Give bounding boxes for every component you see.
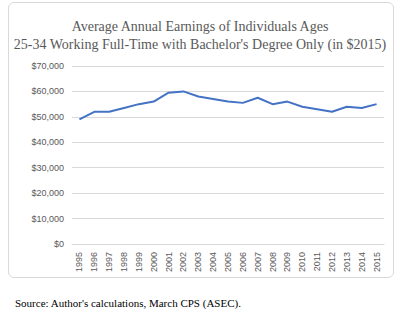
svg-text:2009: 2009 xyxy=(282,252,292,272)
svg-text:$20,000: $20,000 xyxy=(31,188,64,198)
svg-text:2015: 2015 xyxy=(372,252,382,272)
svg-text:2005: 2005 xyxy=(223,252,233,272)
svg-text:1995: 1995 xyxy=(74,252,84,272)
svg-text:2011: 2011 xyxy=(312,252,322,271)
svg-text:Source: Author's calculations,: Source: Author's calculations, March CPS… xyxy=(15,297,241,310)
svg-text:2013: 2013 xyxy=(342,252,352,272)
svg-text:1999: 1999 xyxy=(134,252,144,272)
svg-text:2001: 2001 xyxy=(164,252,174,272)
svg-text:2014: 2014 xyxy=(357,252,367,272)
svg-text:2006: 2006 xyxy=(238,252,248,272)
svg-text:1997: 1997 xyxy=(104,252,114,272)
svg-text:Average Annual Earnings of Ind: Average Annual Earnings of Individuals A… xyxy=(72,19,329,34)
svg-text:2010: 2010 xyxy=(297,252,307,272)
svg-text:2000: 2000 xyxy=(149,252,159,272)
svg-text:2002: 2002 xyxy=(178,252,188,272)
svg-text:$10,000: $10,000 xyxy=(31,214,64,224)
svg-text:$30,000: $30,000 xyxy=(31,163,64,173)
svg-text:$70,000: $70,000 xyxy=(31,61,64,71)
svg-text:$60,000: $60,000 xyxy=(31,86,64,96)
svg-text:2007: 2007 xyxy=(253,252,263,272)
svg-text:$50,000: $50,000 xyxy=(31,112,64,122)
svg-text:$40,000: $40,000 xyxy=(31,137,64,147)
svg-text:2008: 2008 xyxy=(268,252,278,272)
svg-text:25-34 Working Full-Time with B: 25-34 Working Full-Time with Bachelor's … xyxy=(14,37,387,53)
svg-text:2012: 2012 xyxy=(327,252,337,272)
svg-text:$0: $0 xyxy=(54,239,64,249)
svg-text:2004: 2004 xyxy=(208,252,218,272)
svg-text:1996: 1996 xyxy=(89,252,99,272)
svg-text:2003: 2003 xyxy=(193,252,203,272)
svg-text:1998: 1998 xyxy=(119,252,129,272)
